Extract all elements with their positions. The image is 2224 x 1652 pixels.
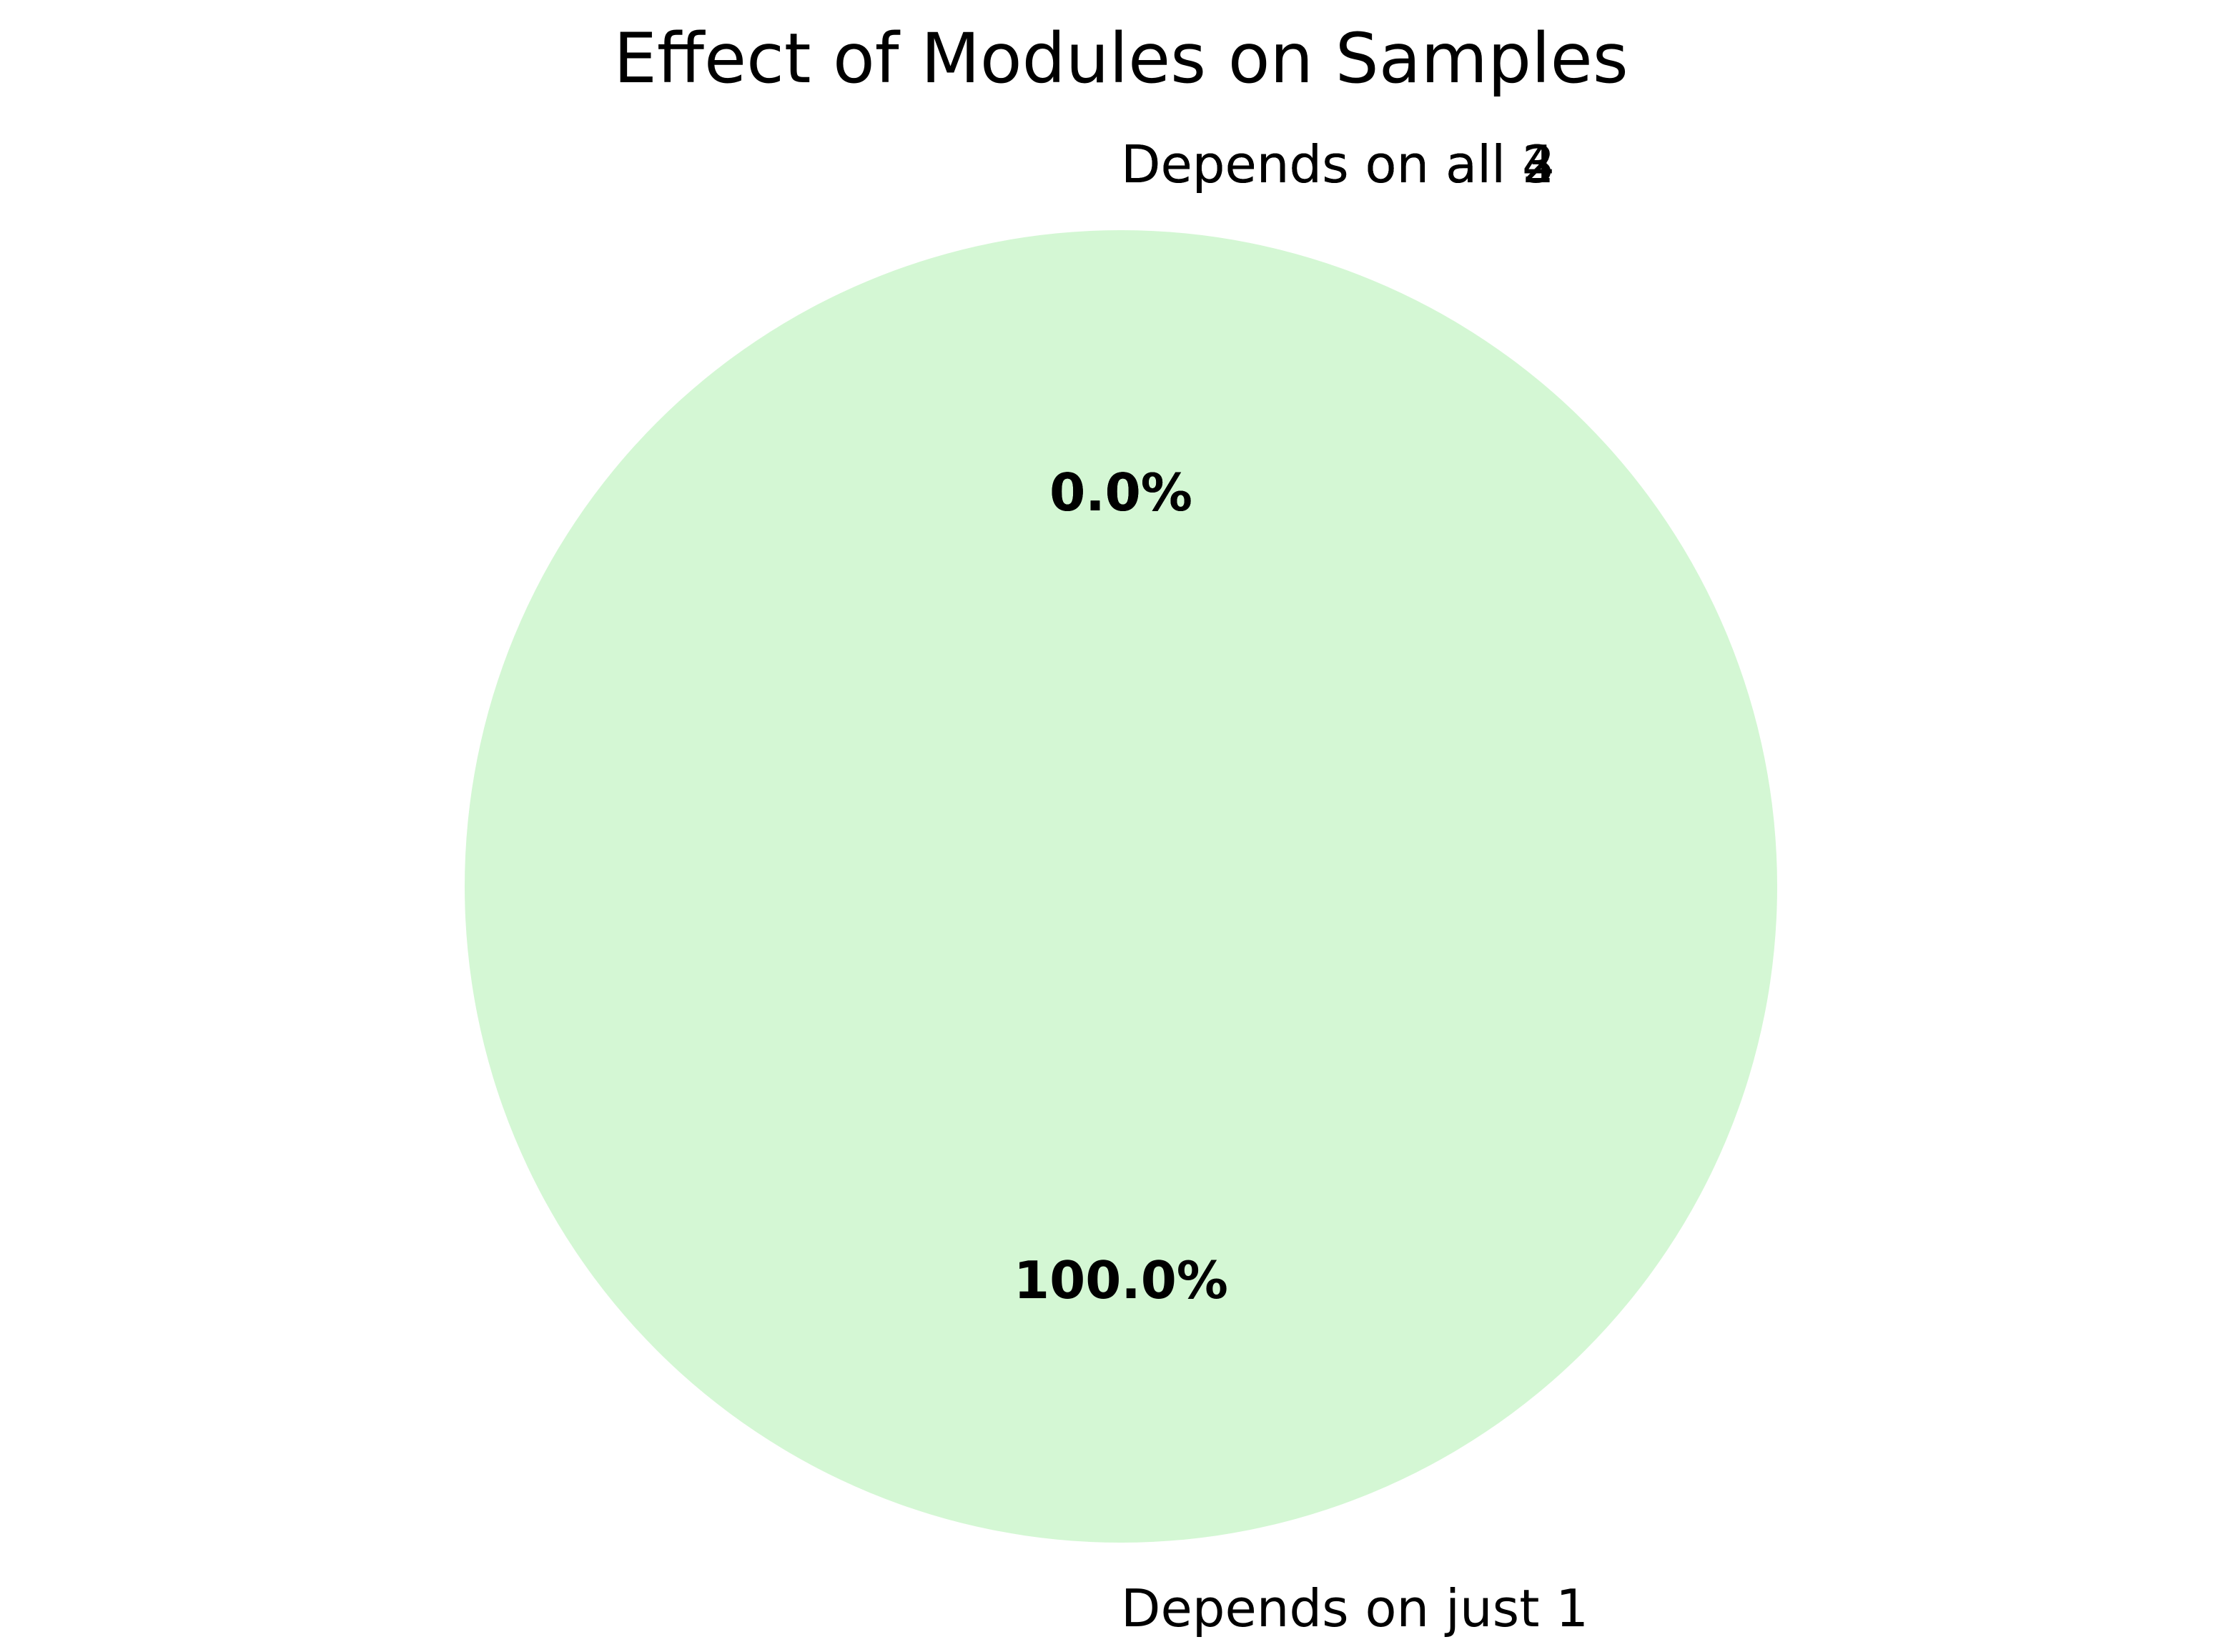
pie-slice-depends-on-just-1 bbox=[465, 230, 1777, 1543]
slice-label-depends-on-all-2: Depends on all 2 bbox=[1121, 134, 1555, 194]
chart-title: Effect of Modules on Samples bbox=[613, 19, 1629, 99]
slice-label-depends-on-all-4: Depends on all 4 bbox=[1121, 134, 1555, 194]
slice-percent-depends-on-all-4: 0.0% bbox=[1049, 463, 1192, 523]
slice-percent-depends-on-just-1: 100.0% bbox=[1014, 1250, 1228, 1310]
slice-label-depends-on-just-1: Depends on just 1 bbox=[1121, 1578, 1588, 1638]
pie-labels: Depends on just 1 100.0% Depends on all 2 0… bbox=[1014, 134, 1588, 1638]
slice-label-depends-on-all-3: Depends on all 3 bbox=[1121, 134, 1555, 194]
slice-percent-depends-on-all-2: 0.0% bbox=[1049, 463, 1192, 523]
pie-slices bbox=[465, 230, 1777, 1543]
slice-percent-depends-on-all-3: 0.0% bbox=[1049, 463, 1192, 523]
